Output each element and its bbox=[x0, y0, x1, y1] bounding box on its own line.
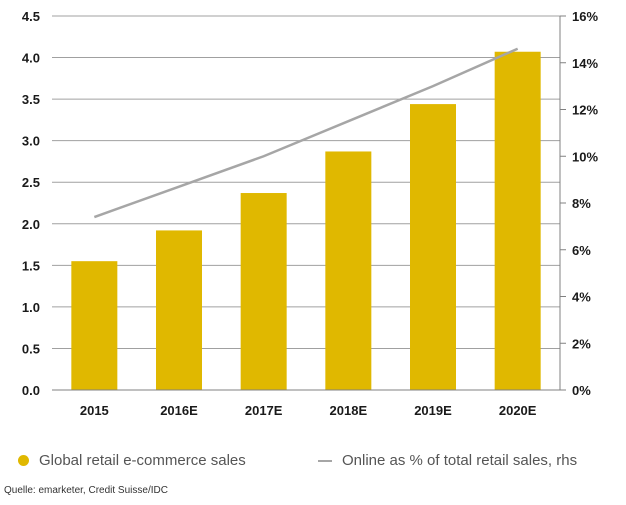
category-label-2020E: 2020E bbox=[499, 403, 537, 418]
right-tick-label-6: 12% bbox=[572, 103, 598, 118]
category-label-2016E: 2016E bbox=[160, 403, 198, 418]
bar-2017E bbox=[240, 193, 287, 390]
left-tick-label-2: 1.0 bbox=[22, 300, 40, 315]
line-series-path bbox=[93, 47, 519, 219]
bar-2020E bbox=[494, 51, 541, 390]
source-note: Quelle: emarketer, Credit Suisse/IDC bbox=[4, 485, 168, 496]
right-tick-label-5: 10% bbox=[572, 149, 598, 164]
left-tick-label-6: 3.0 bbox=[22, 134, 40, 149]
left-tick-label-1: 0.5 bbox=[22, 341, 40, 356]
category-labels: 2015 2016E 2017E 2018E 2019E 2020E bbox=[80, 403, 537, 418]
legend-bar-swatch bbox=[18, 455, 29, 466]
legend-bar-label: Global retail e-commerce sales bbox=[39, 452, 246, 469]
line-series bbox=[93, 47, 519, 219]
legend-line-swatch bbox=[318, 459, 332, 462]
bars bbox=[71, 51, 541, 390]
category-label-2019E: 2019E bbox=[414, 403, 452, 418]
left-axis-ticks: 0.0 0.5 1.0 1.5 2.0 2.5 3.0 3.5 4.0 4.5 bbox=[22, 9, 40, 398]
bar-2016E bbox=[156, 230, 202, 390]
legend-line-label: Online as % of total retail sales, rhs bbox=[342, 452, 578, 469]
left-tick-label-3: 1.5 bbox=[22, 258, 40, 273]
left-tick-label-7: 3.5 bbox=[22, 92, 40, 107]
right-axis-ticks: 0% 2% 4% 6% 8% 10% 12% 14% 16% bbox=[560, 9, 598, 398]
right-tick-label-3: 6% bbox=[572, 243, 591, 258]
category-label-2018E: 2018E bbox=[330, 403, 368, 418]
left-tick-label-8: 4.0 bbox=[22, 51, 40, 66]
legend-item-line: Online as % of total retail sales, rhs bbox=[318, 452, 577, 469]
right-tick-label-0: 0% bbox=[572, 383, 591, 398]
left-tick-label-5: 2.5 bbox=[22, 175, 40, 190]
left-tick-label-0: 0.0 bbox=[22, 383, 40, 398]
axes bbox=[52, 16, 561, 391]
gridlines bbox=[52, 15, 560, 349]
right-tick-label-1: 2% bbox=[572, 336, 591, 351]
category-label-2017E: 2017E bbox=[245, 403, 283, 418]
bar-2019E bbox=[410, 104, 456, 390]
category-label-2015: 2015 bbox=[80, 403, 109, 418]
right-tick-label-4: 8% bbox=[572, 196, 591, 211]
bar-2018E bbox=[325, 151, 372, 390]
legend: Global retail e-commerce sales Online as… bbox=[0, 452, 626, 476]
right-tick-label-8: 16% bbox=[572, 9, 598, 24]
bar-2015 bbox=[71, 261, 118, 390]
chart: 0.0 0.5 1.0 1.5 2.0 2.5 3.0 3.5 4.0 4.5 0% 2% 4% 6% 8… bbox=[22, 9, 599, 418]
right-tick-label-2: 4% bbox=[572, 290, 591, 305]
left-tick-label-9: 4.5 bbox=[22, 9, 40, 24]
right-tick-label-7: 14% bbox=[572, 56, 598, 71]
left-tick-label-4: 2.0 bbox=[22, 217, 40, 232]
legend-item-bars: Global retail e-commerce sales bbox=[18, 452, 246, 469]
